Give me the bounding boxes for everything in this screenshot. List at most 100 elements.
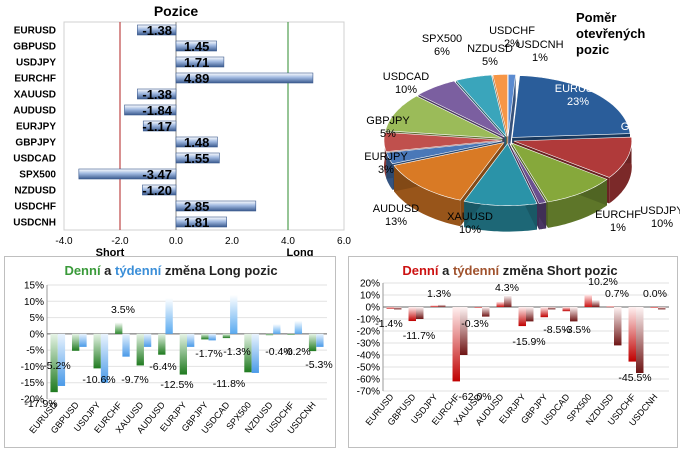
value-label: -3.47 [142, 167, 172, 182]
value-label: -1.3% [223, 346, 250, 358]
bar [78, 168, 177, 180]
value-label: 4.89 [184, 71, 209, 86]
weekly-bar [394, 307, 402, 310]
weekly-bar [230, 294, 238, 334]
value-label: -6.4% [149, 361, 176, 373]
y-tick-label: 0% [30, 329, 45, 340]
daily-bar [628, 307, 636, 362]
pie-label-value: 6% [434, 46, 450, 58]
daily-bar [244, 333, 252, 373]
daily-bar [562, 307, 570, 312]
daily-bar [179, 333, 187, 375]
weekly-bar [294, 320, 303, 334]
value-label: -17.9% [24, 398, 57, 410]
value-label: -1.84 [142, 103, 172, 118]
pie-label-name: USDCAD [383, 71, 430, 83]
weekly-bar [526, 307, 534, 322]
bar [137, 24, 177, 36]
pie-slice [417, 80, 505, 138]
bar [175, 40, 217, 52]
pie-slice [393, 142, 505, 201]
pie-slice-side [609, 137, 632, 204]
pie-label-name: GBPJPY [366, 115, 410, 127]
pie-label-value: 10% [395, 84, 417, 96]
daily-bar [474, 307, 482, 308]
chart-title: Denní a týdenní změna Short pozic [402, 263, 617, 278]
value-label: -1.20 [142, 183, 172, 198]
category-label: EURJPY [16, 122, 56, 133]
pie-label-value: 5% [380, 128, 396, 140]
daily-bar [93, 333, 101, 369]
plot-area [63, 21, 345, 231]
pie-label-name: XAUUSD [447, 211, 493, 223]
long-change-panel: Denní a týdenní změna Long pozic 15% 10% 5%… [4, 256, 336, 448]
bar [175, 216, 227, 228]
pie-label-value: 23% [567, 96, 589, 108]
value-label: 2.85 [184, 199, 209, 214]
pie-label-name: USDCNH [516, 39, 563, 51]
y-tick-label: -60% [357, 375, 380, 386]
y-tick-label: -15% [21, 378, 44, 389]
daily-bar [201, 333, 209, 340]
pie-label-name: AUDUSD [373, 203, 420, 215]
value-label: -0.2% [283, 346, 310, 358]
daily-bar [222, 333, 231, 339]
y-tick-label: -20% [357, 327, 380, 338]
category-label: USDCHF [14, 202, 56, 213]
daily-bar [71, 333, 80, 351]
pie-label-value: 1% [532, 52, 548, 64]
pie-label-value: 10% [459, 224, 481, 236]
x-tick-label: 0.0 [169, 236, 183, 247]
x-tick-label: -4.0 [55, 236, 73, 247]
bar [124, 104, 177, 116]
value-label: -1.38 [142, 23, 172, 38]
long-change-chart: Denní a týdenní změna Long pozic 15% 10% 5%… [21, 263, 333, 436]
pie-slice [383, 131, 503, 153]
y-tick-label: -40% [357, 351, 380, 362]
daily-bar [136, 333, 144, 366]
weekly-bar [592, 299, 600, 307]
y-tick-label: -5% [26, 346, 44, 357]
value-label: -11.7% [403, 330, 436, 342]
y-tick-label: -50% [357, 363, 380, 374]
value-label: 10.2% [588, 276, 618, 288]
title-part: a [101, 263, 115, 278]
y-tick-label: -70% [357, 387, 380, 398]
daily-bar [650, 307, 658, 308]
category-label: AUDUSD [13, 106, 56, 117]
value-label: -45.5% [618, 372, 651, 384]
weekly-bar [208, 333, 216, 341]
weekly-bar [100, 333, 109, 383]
value-label: -1.7% [195, 348, 222, 360]
value-label: 0.7% [605, 288, 629, 300]
chart-title: Pozice [154, 3, 199, 19]
daily-bar [115, 322, 123, 334]
weekly-bar [482, 307, 490, 317]
daily-bar [584, 294, 592, 307]
positions-chart-panel: Pozice -4.0 -2.0 0.0 2.0 4.0 6.0 Short Long EURUS… [0, 0, 360, 262]
value-label: -1.4% [375, 318, 402, 330]
daily-bar [496, 301, 504, 307]
category-label: GBPJPY [15, 138, 56, 149]
y-tick-label: 10% [24, 297, 44, 308]
pie-title: otevřených [576, 26, 645, 41]
category-label: EURUSD [14, 26, 56, 37]
pie-slice-side [464, 201, 537, 232]
short-change-chart: Denní a týdenní změna Short pozic20%10%0… [357, 263, 669, 428]
weekly-bar [122, 333, 130, 357]
value-label: -8.5% [543, 324, 570, 336]
daily-bar [265, 333, 274, 336]
daily-bar [452, 307, 460, 382]
weekly-bar [273, 324, 281, 334]
value-label: 1.48 [184, 135, 209, 150]
category-label: EURCHF [14, 74, 56, 85]
weekly-bar [251, 333, 259, 373]
y-tick-label: 15% [24, 281, 44, 292]
daily-bar [518, 307, 526, 327]
y-tick-label: -10% [357, 315, 380, 326]
pie-label-name: EURCHF [595, 209, 641, 221]
value-label: -10.6% [82, 374, 115, 386]
daily-bar [606, 306, 614, 308]
value-label: 1.3% [427, 288, 451, 300]
y-tick-label: 10% [360, 291, 380, 302]
